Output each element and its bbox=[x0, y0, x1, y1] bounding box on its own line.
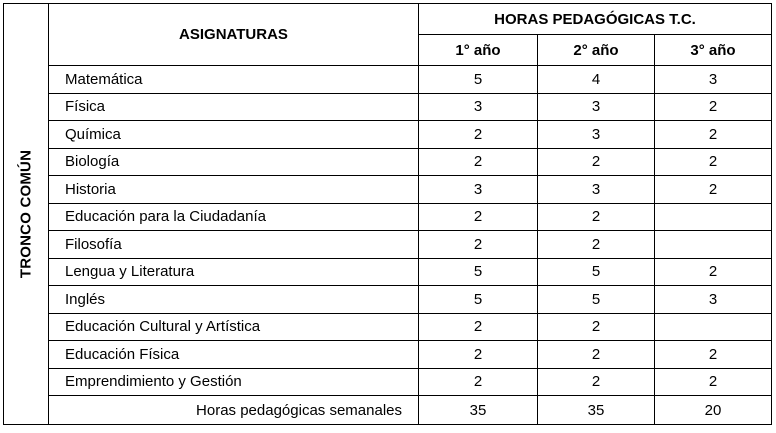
table-row: Historia 3 3 2 bbox=[4, 175, 772, 204]
hours-cell: 3 bbox=[654, 65, 772, 94]
table-row: Educación Cultural y Artística 2 2 bbox=[4, 312, 772, 341]
table-row: Emprendimiento y Gestión 2 2 2 bbox=[4, 367, 772, 396]
hours-cell: 2 bbox=[537, 147, 655, 176]
hours-cell: 2 bbox=[654, 147, 772, 176]
section-label: TRONCO COMÚN bbox=[17, 149, 35, 279]
hours-cell: 2 bbox=[418, 367, 538, 396]
hours-cell bbox=[654, 230, 772, 259]
subject-cell: Filosofía bbox=[48, 230, 419, 259]
hours-cell bbox=[654, 202, 772, 231]
hours-cell: 2 bbox=[537, 367, 655, 396]
subject-cell: Educación Física bbox=[48, 340, 419, 369]
subject-cell: Lengua y Literatura bbox=[48, 257, 419, 286]
subject-cell: Educación para la Ciudadanía bbox=[48, 202, 419, 231]
table-row: Lengua y Literatura 5 5 2 bbox=[4, 257, 772, 286]
table-row: Física 3 3 2 bbox=[4, 92, 772, 121]
hours-header: HORAS PEDAGÓGICAS T.C. bbox=[418, 3, 772, 35]
hours-cell: 2 bbox=[654, 120, 772, 149]
hours-cell: 2 bbox=[537, 340, 655, 369]
subjects-header: ASIGNATURAS bbox=[48, 3, 419, 66]
subject-cell: Inglés bbox=[48, 285, 419, 314]
subject-cell: Matemática bbox=[48, 65, 419, 94]
subject-cell: Emprendimiento y Gestión bbox=[48, 367, 419, 396]
hours-cell: 2 bbox=[418, 120, 538, 149]
hours-cell: 2 bbox=[654, 340, 772, 369]
hours-cell: 2 bbox=[418, 340, 538, 369]
table-row: Biología 2 2 2 bbox=[4, 147, 772, 176]
hours-cell: 2 bbox=[537, 312, 655, 341]
table-row: Filosofía 2 2 bbox=[4, 230, 772, 259]
hours-cell: 2 bbox=[654, 175, 772, 204]
hours-cell: 3 bbox=[537, 120, 655, 149]
total-hours-cell: 35 bbox=[537, 395, 655, 425]
hours-cell: 5 bbox=[418, 257, 538, 286]
table-row: Educación Física 2 2 2 bbox=[4, 340, 772, 369]
hours-cell: 5 bbox=[537, 285, 655, 314]
hours-cell: 3 bbox=[537, 92, 655, 121]
total-hours-cell: 35 bbox=[418, 395, 538, 425]
hours-cell: 2 bbox=[418, 202, 538, 231]
hours-cell: 3 bbox=[654, 285, 772, 314]
subject-cell: Educación Cultural y Artística bbox=[48, 312, 419, 341]
hours-cell: 2 bbox=[418, 312, 538, 341]
total-row: Horas pedagógicas semanales 35 35 20 bbox=[4, 395, 772, 425]
subject-cell: Física bbox=[48, 92, 419, 121]
table-row: Inglés 5 5 3 bbox=[4, 285, 772, 314]
hours-cell: 2 bbox=[654, 257, 772, 286]
curriculum-table: TRONCO COMÚN ASIGNATURAS HORAS PEDAGÓGIC… bbox=[3, 3, 772, 425]
year-2-header: 2° año bbox=[537, 34, 655, 66]
subject-cell: Historia bbox=[48, 175, 419, 204]
section-label-cell: TRONCO COMÚN bbox=[3, 3, 49, 425]
table-row: Química 2 3 2 bbox=[4, 120, 772, 149]
subject-cell: Química bbox=[48, 120, 419, 149]
hours-cell: 2 bbox=[654, 367, 772, 396]
hours-cell: 2 bbox=[654, 92, 772, 121]
hours-cell: 2 bbox=[537, 230, 655, 259]
hours-cell bbox=[654, 312, 772, 341]
subject-cell: Biología bbox=[48, 147, 419, 176]
hours-cell: 2 bbox=[418, 230, 538, 259]
total-label: Horas pedagógicas semanales bbox=[48, 395, 419, 425]
year-1-header: 1° año bbox=[418, 34, 538, 66]
hours-cell: 2 bbox=[418, 147, 538, 176]
hours-cell: 5 bbox=[537, 257, 655, 286]
table-row: Matemática 5 4 3 bbox=[4, 65, 772, 94]
hours-cell: 5 bbox=[418, 285, 538, 314]
hours-cell: 4 bbox=[537, 65, 655, 94]
table-row: Educación para la Ciudadanía 2 2 bbox=[4, 202, 772, 231]
hours-cell: 3 bbox=[537, 175, 655, 204]
total-hours-cell: 20 bbox=[654, 395, 772, 425]
hours-cell: 3 bbox=[418, 92, 538, 121]
year-3-header: 3° año bbox=[654, 34, 772, 66]
hours-cell: 2 bbox=[537, 202, 655, 231]
hours-cell: 5 bbox=[418, 65, 538, 94]
hours-cell: 3 bbox=[418, 175, 538, 204]
